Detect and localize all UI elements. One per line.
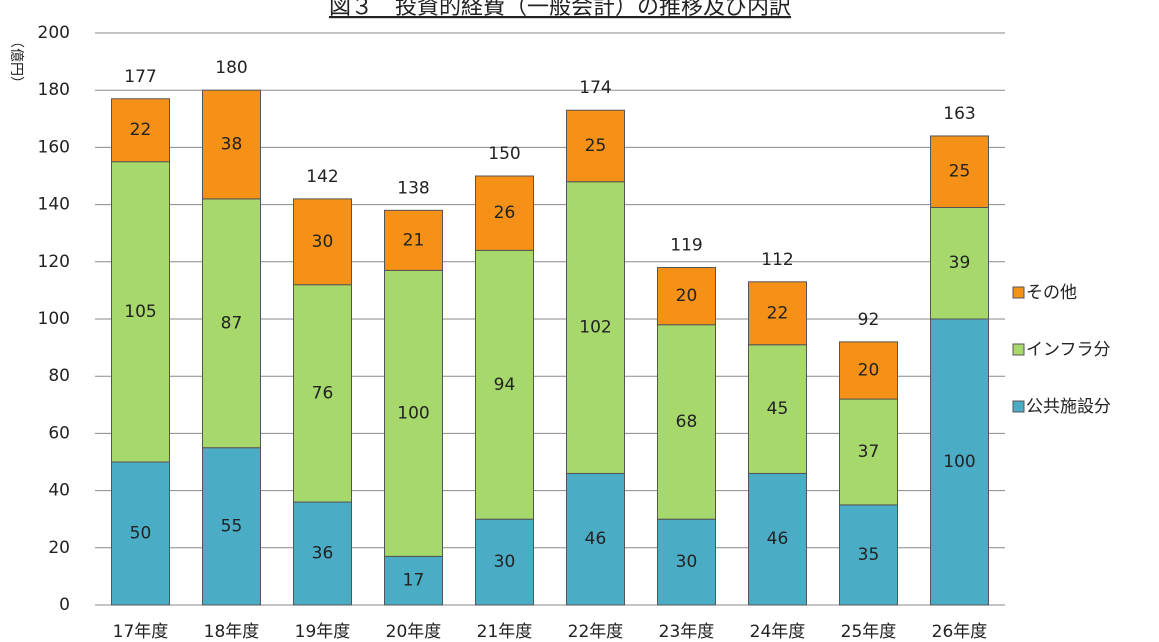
x-tick-label: 18年度 — [204, 622, 260, 642]
data-label: 25 — [949, 162, 971, 182]
bar-segment — [293, 198, 352, 286]
data-label: 38 — [221, 135, 243, 155]
y-tick-label: 20 — [48, 538, 70, 558]
y-tick-label: 0 — [59, 595, 70, 615]
bar-segment — [839, 504, 898, 606]
bar-segment — [293, 284, 352, 503]
total-label: 142 — [306, 167, 338, 187]
bar-segment — [202, 198, 261, 449]
data-label: 26 — [494, 203, 516, 223]
bar-segment — [384, 555, 443, 606]
bar-segment — [566, 472, 625, 606]
legend-label: その他 — [1026, 283, 1077, 303]
x-tick-label: 26年度 — [932, 622, 988, 642]
data-label: 35 — [858, 545, 880, 565]
bar-segment — [111, 461, 170, 606]
chart-title: 図３ 投資的経費（一般会計）の推移及び内訳 — [329, 0, 791, 20]
data-label: 94 — [494, 375, 516, 395]
total-label: 138 — [397, 178, 429, 198]
legend-swatch — [1012, 400, 1025, 413]
y-tick-label: 40 — [48, 481, 70, 501]
bar-segment — [566, 109, 625, 183]
total-label: 163 — [943, 104, 975, 124]
bar-segment — [475, 175, 534, 251]
data-label: 39 — [949, 253, 971, 273]
bar-segment — [202, 447, 261, 606]
y-tick-label: 80 — [48, 366, 70, 386]
y-tick-label: 120 — [38, 252, 70, 272]
y-tick-label: 100 — [38, 309, 70, 329]
legend-label: インフラ分 — [1026, 340, 1111, 360]
legend-swatch — [1012, 286, 1025, 299]
y-tick-label: 180 — [38, 80, 70, 100]
x-tick-label: 19年度 — [295, 622, 351, 642]
bar-segment — [930, 318, 989, 606]
x-tick-label: 24年度 — [750, 622, 806, 642]
x-tick-label: 25年度 — [841, 622, 897, 642]
data-label: 100 — [397, 403, 429, 423]
bar-segment — [202, 89, 261, 200]
data-label: 17 — [403, 571, 425, 591]
data-label: 87 — [221, 313, 243, 333]
data-label: 76 — [312, 383, 334, 403]
data-label: 22 — [130, 120, 152, 140]
bar-segment — [384, 209, 443, 271]
bar-segment — [475, 518, 534, 606]
data-label: 37 — [858, 442, 880, 462]
bar-segment — [657, 518, 716, 606]
bar-segment — [748, 472, 807, 606]
data-label: 45 — [767, 399, 789, 419]
data-label: 102 — [579, 318, 611, 338]
data-label: 25 — [585, 136, 607, 156]
data-label: 55 — [221, 516, 243, 536]
total-label: 180 — [215, 58, 247, 78]
bar-segment — [657, 324, 716, 520]
data-label: 100 — [943, 452, 975, 472]
y-tick-label: 140 — [38, 195, 70, 215]
legend-swatch — [1012, 343, 1025, 356]
x-tick-label: 17年度 — [113, 622, 169, 642]
y-tick-label: 200 — [38, 23, 70, 43]
x-tick-label: 20年度 — [386, 622, 442, 642]
y-axis-label: （億円） — [8, 34, 24, 90]
data-label: 50 — [130, 524, 152, 544]
total-label: 177 — [124, 67, 156, 87]
data-label: 68 — [676, 412, 698, 432]
total-label: 119 — [670, 236, 702, 256]
bar-segment — [930, 135, 989, 208]
bar-segment — [111, 98, 170, 163]
data-label: 30 — [494, 552, 516, 572]
data-label: 20 — [676, 286, 698, 306]
data-label: 22 — [767, 303, 789, 323]
data-label: 105 — [124, 302, 156, 322]
y-tick-label: 160 — [38, 137, 70, 157]
total-label: 150 — [488, 144, 520, 164]
bar-segment — [748, 344, 807, 474]
legend-label: 公共施設分 — [1026, 397, 1111, 417]
data-label: 30 — [676, 552, 698, 572]
data-label: 36 — [312, 544, 334, 564]
bar-segment — [566, 181, 625, 474]
data-label: 46 — [585, 529, 607, 549]
data-label: 46 — [767, 529, 789, 549]
x-tick-label: 22年度 — [568, 622, 624, 642]
data-label: 30 — [312, 232, 334, 252]
bar-segment — [930, 206, 989, 320]
bar-segment — [839, 341, 898, 400]
total-label: 92 — [858, 310, 880, 330]
x-tick-label: 23年度 — [659, 622, 715, 642]
bar-segment — [748, 281, 807, 346]
total-label: 112 — [761, 250, 793, 270]
x-tick-label: 21年度 — [477, 622, 533, 642]
data-label: 20 — [858, 360, 880, 380]
data-label: 21 — [403, 230, 425, 250]
bar-segment — [657, 267, 716, 326]
y-tick-label: 60 — [48, 423, 70, 443]
total-label: 174 — [579, 78, 611, 98]
bar-segment — [111, 161, 170, 463]
bar-segment — [384, 269, 443, 557]
